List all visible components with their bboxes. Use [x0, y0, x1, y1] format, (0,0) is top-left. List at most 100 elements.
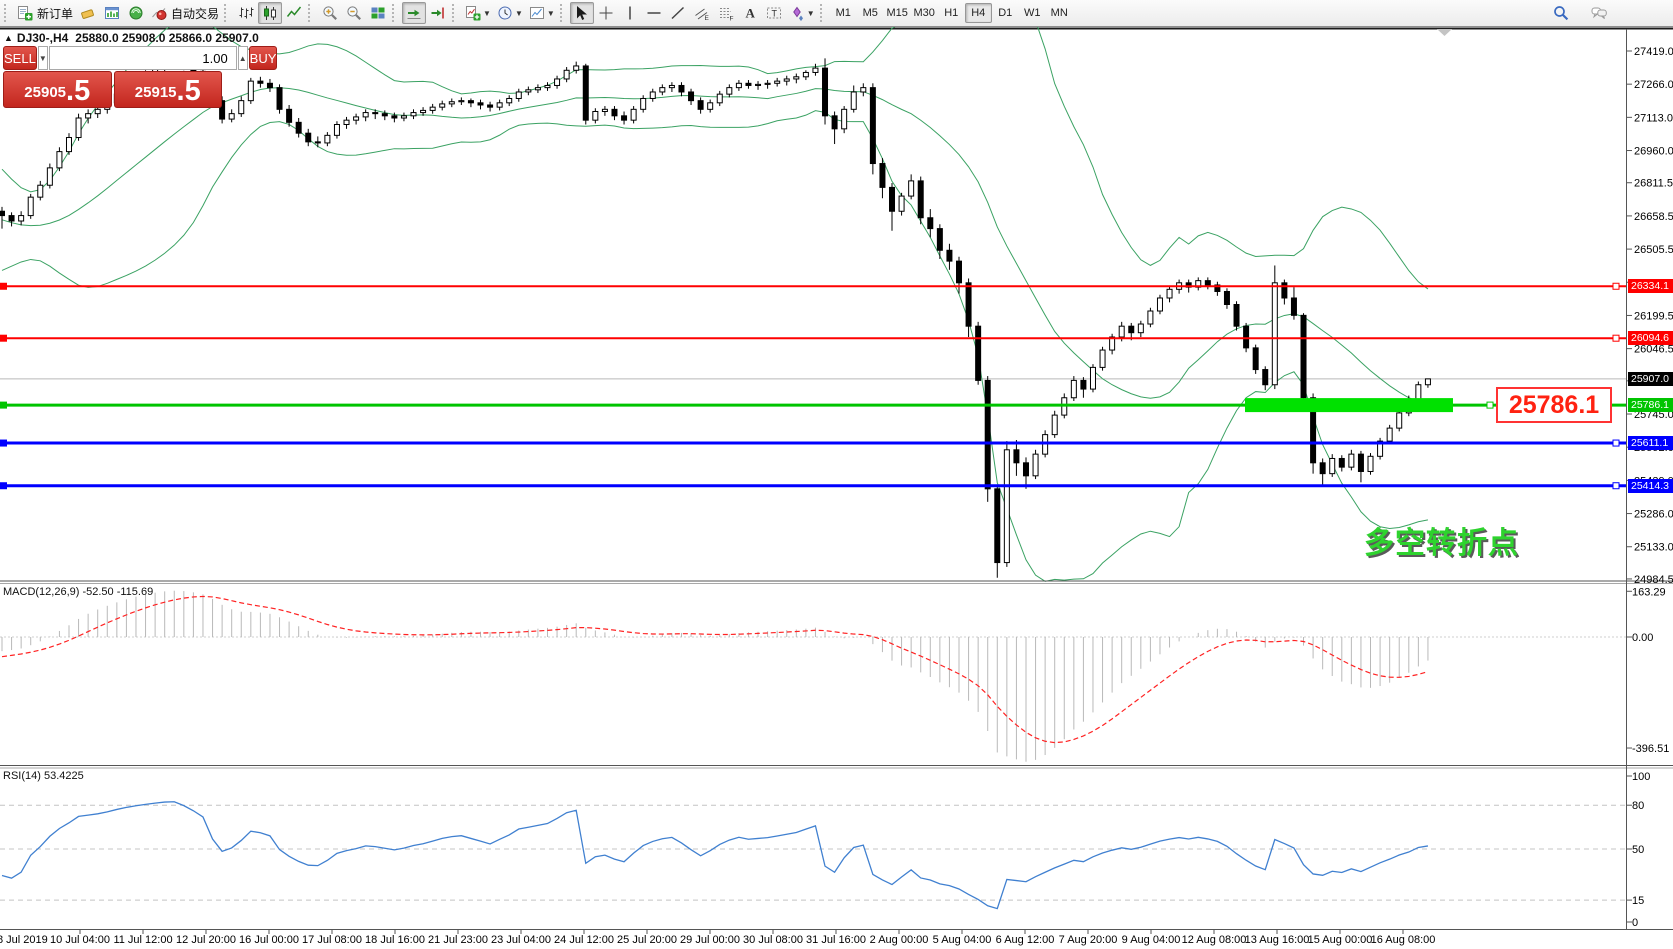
periods-button[interactable]: ▼	[494, 2, 526, 24]
tile-windows-button[interactable]	[366, 2, 390, 24]
svg-text:T: T	[771, 9, 777, 19]
horizontal-line-button[interactable]	[642, 2, 666, 24]
auto-scroll-icon	[406, 5, 422, 21]
timeframe-h4-button[interactable]: H4	[964, 3, 992, 23]
auto-scroll-button[interactable]	[402, 2, 427, 24]
periods-icon	[497, 5, 513, 21]
chat-button[interactable]	[1587, 2, 1611, 24]
text-icon: A	[742, 5, 758, 21]
turning-point-annotation[interactable]: 多空转折点	[1364, 527, 1519, 560]
shapes-button[interactable]: ▼	[786, 2, 818, 24]
svg-text:23 Jul 04:00: 23 Jul 04:00	[491, 934, 551, 946]
vertical-line-icon	[622, 5, 638, 21]
volume-increase-button[interactable]: ▲	[237, 46, 248, 70]
auto-trading-button[interactable]: 自动交易	[148, 2, 222, 24]
svg-text:100: 100	[1632, 771, 1650, 783]
vertical-line-button[interactable]	[618, 2, 642, 24]
buy-button[interactable]: BUY	[248, 46, 278, 70]
toolbar-grip	[559, 4, 567, 22]
eraser-button[interactable]	[76, 2, 100, 24]
price-callout-box[interactable]: 25786.1	[1496, 387, 1612, 423]
fibonacci-icon: F	[718, 5, 734, 21]
svg-text:-396.51: -396.51	[1632, 743, 1669, 755]
line-chart-icon	[286, 5, 302, 21]
templates-dropdown-icon[interactable]: ▼	[546, 8, 555, 18]
svg-text:16 Aug 08:00: 16 Aug 08:00	[1371, 934, 1436, 946]
text-button[interactable]: A	[738, 2, 762, 24]
svg-text:15: 15	[1632, 895, 1644, 907]
crosshair-button[interactable]	[594, 2, 618, 24]
sell-button[interactable]: SELL	[3, 46, 37, 70]
zoom-out-icon	[346, 5, 362, 21]
timeframe-d1-button[interactable]: D1	[998, 7, 1013, 19]
cursor-icon	[574, 5, 590, 21]
rsi-indicator-label: RSI(14) 53.4225	[3, 770, 84, 782]
templates-button[interactable]: ▼	[526, 2, 558, 24]
timeframe-m5-button[interactable]: M5	[862, 7, 878, 19]
text-label-icon: T	[766, 5, 782, 21]
shapes-dropdown-icon[interactable]: ▼	[806, 8, 815, 18]
collapse-triangle-icon[interactable]: ▲	[4, 33, 13, 43]
svg-text:80: 80	[1632, 800, 1644, 812]
svg-text:9 Aug 04:00: 9 Aug 04:00	[1122, 934, 1181, 946]
signal-icon	[128, 5, 144, 21]
svg-text:15 Aug 00:00: 15 Aug 00:00	[1308, 934, 1373, 946]
indicators-button[interactable]: ▼	[462, 2, 494, 24]
chart-shift-icon	[430, 5, 446, 21]
search-button[interactable]	[1549, 2, 1573, 24]
svg-text:8 Jul 2019: 8 Jul 2019	[0, 934, 48, 946]
periods-dropdown-icon[interactable]: ▼	[514, 8, 523, 18]
svg-text:26960.0: 26960.0	[1634, 146, 1673, 158]
zoom-out-button[interactable]	[342, 2, 366, 24]
svg-text:24 Jul 12:00: 24 Jul 12:00	[554, 934, 614, 946]
svg-text:163.29: 163.29	[1632, 586, 1666, 598]
price-line-tag: 25414.3	[1628, 478, 1673, 493]
svg-text:25 Jul 20:00: 25 Jul 20:00	[617, 934, 677, 946]
chart-ohlc-values: 25880.0 25908.0 25866.0 25907.0	[75, 31, 259, 45]
timeframe-mn-button[interactable]: MN	[1050, 7, 1068, 19]
timeframe-m15-button[interactable]: M15	[886, 7, 908, 19]
toolbar-grip	[819, 4, 827, 22]
svg-text:0.00: 0.00	[1632, 632, 1653, 644]
timeframe-m1-button[interactable]: M1	[835, 7, 851, 19]
equidistant-channel-button[interactable]: E	[690, 2, 714, 24]
bar-chart-button[interactable]	[234, 2, 258, 24]
timeframe-h1-button[interactable]: H1	[944, 7, 959, 19]
sell-price[interactable]: 25905.5	[3, 71, 112, 108]
svg-text:0: 0	[1632, 917, 1638, 929]
svg-text:2 Aug 00:00: 2 Aug 00:00	[870, 934, 929, 946]
line-chart-button[interactable]	[282, 2, 306, 24]
svg-text:26811.5: 26811.5	[1634, 178, 1673, 190]
candlestick-button[interactable]	[258, 2, 283, 24]
svg-text:12 Jul 20:00: 12 Jul 20:00	[176, 934, 236, 946]
buy-price[interactable]: 25915.5	[113, 71, 222, 108]
chart-window-button[interactable]	[100, 2, 124, 24]
text-label-button[interactable]: T	[762, 2, 786, 24]
volume-decrease-button[interactable]: ▼	[37, 46, 48, 70]
one-click-trading-panel: SELL ▼ ▲ BUY 25905.5 25915.5	[3, 46, 278, 108]
timeframe-w1-button[interactable]: W1	[1023, 7, 1041, 19]
price-line-tag: 25786.1	[1628, 398, 1673, 413]
fibonacci-button[interactable]: F	[714, 2, 738, 24]
cursor-button[interactable]	[569, 2, 594, 24]
svg-text:12 Aug 08:00: 12 Aug 08:00	[1182, 934, 1247, 946]
chart-symbol-period: DJ30-,H4	[16, 31, 69, 45]
trendline-button[interactable]	[666, 2, 690, 24]
volume-input[interactable]	[48, 46, 237, 70]
svg-text:30 Jul 08:00: 30 Jul 08:00	[743, 934, 803, 946]
signal-button[interactable]	[124, 2, 148, 24]
buy-price-main: 25915	[134, 84, 177, 101]
price-line-tag: 26334.1	[1628, 279, 1673, 294]
svg-text:18 Jul 16:00: 18 Jul 16:00	[365, 934, 425, 946]
svg-text:5 Aug 04:00: 5 Aug 04:00	[933, 934, 992, 946]
svg-text:24984.5: 24984.5	[1634, 574, 1673, 586]
chart-shift-button[interactable]	[426, 2, 450, 24]
indicators-dropdown-icon[interactable]: ▼	[483, 8, 491, 18]
svg-text:21 Jul 23:00: 21 Jul 23:00	[428, 934, 488, 946]
tile-windows-icon	[370, 5, 386, 21]
zoom-in-button[interactable]	[318, 2, 342, 24]
new-order-button[interactable]: 新订单	[14, 2, 76, 24]
timeframe-m30-button[interactable]: M30	[913, 7, 935, 19]
